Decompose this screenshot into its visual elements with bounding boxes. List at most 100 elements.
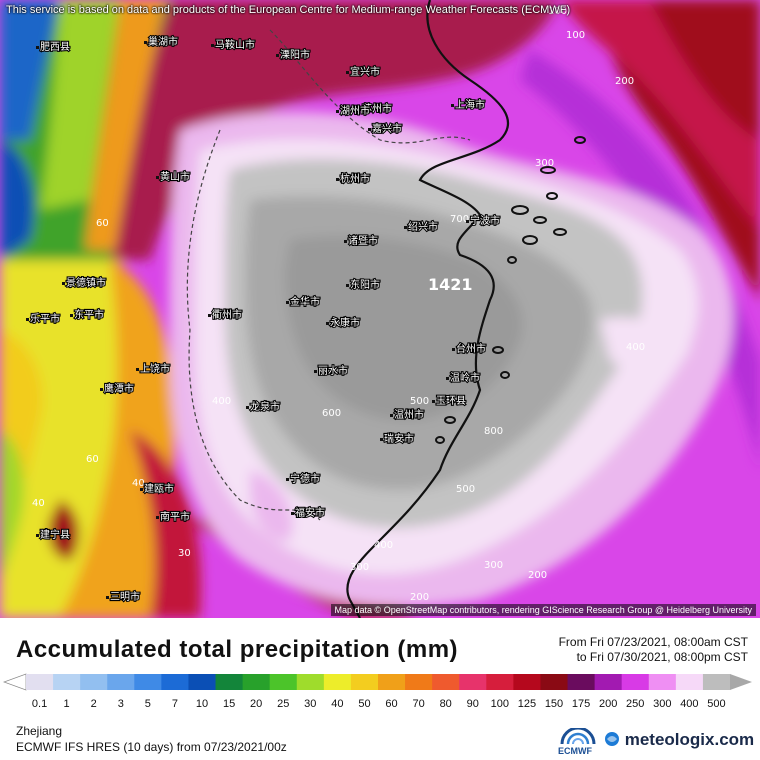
contour-label: 60 <box>96 218 109 229</box>
place-marker <box>432 400 435 403</box>
legend-swatch <box>513 674 541 690</box>
place-label: 诸暨市 <box>348 234 378 247</box>
ecmwf-notice: This service is based on data and produc… <box>6 4 571 16</box>
contour-label: 600 <box>322 408 341 419</box>
legend-swatch <box>188 674 217 690</box>
place-label: 玉环县 <box>436 395 466 407</box>
contour-label: 300 <box>535 158 554 169</box>
place-marker <box>344 240 347 243</box>
legend-swatch <box>80 674 108 690</box>
ecmwf-logo-text: ECMWF <box>558 746 592 756</box>
place-label: 杭州市 <box>340 172 370 185</box>
legend-tick-label: 0.1 <box>32 698 47 710</box>
contour-label: 40 <box>132 478 145 489</box>
place-marker <box>26 318 29 321</box>
place-label: 龙泉市 <box>250 400 280 413</box>
place-label: 宁德市 <box>290 472 320 485</box>
place-marker <box>136 368 139 371</box>
coastline <box>346 0 510 618</box>
legend-arrow-high <box>730 674 752 690</box>
contour-label: 500 <box>456 484 475 495</box>
legend-swatch <box>296 674 325 690</box>
legend-swatch <box>378 674 406 690</box>
place-marker <box>62 282 65 285</box>
legend-swatch <box>702 674 731 690</box>
place-label: 嘉兴市 <box>372 122 402 135</box>
place-marker <box>451 104 454 107</box>
province-boundary <box>186 29 471 521</box>
place-marker <box>368 128 371 131</box>
place-label: 溧阳市 <box>280 48 310 61</box>
legend-tick-label: 1 <box>64 698 70 710</box>
legend-swatch <box>242 674 271 690</box>
place-label: 东平市 <box>74 308 104 321</box>
legend-tick-label: 40 <box>331 698 343 710</box>
legend-tick-label: 25 <box>277 698 289 710</box>
region-label: Zhejiang <box>16 724 63 738</box>
contour-label: 300 <box>484 560 503 571</box>
legend-swatch <box>26 674 54 690</box>
meteologix-globe-icon <box>605 732 619 746</box>
legend-swatch <box>675 674 704 690</box>
place-label: 乐平市 <box>30 312 60 325</box>
legend-tick-label: 80 <box>440 698 452 710</box>
place-label: 建瓯市 <box>144 482 174 495</box>
place-marker <box>404 226 407 229</box>
place-marker <box>36 46 39 49</box>
place-label: 衢州市 <box>212 308 242 321</box>
place-label: 上海市 <box>455 98 485 111</box>
place-marker <box>100 388 103 391</box>
legend-arrow-low <box>2 673 27 691</box>
place-marker <box>276 54 279 57</box>
place-label: 上饶市 <box>140 362 170 375</box>
map-credit[interactable]: Map data © OpenStreetMap contributors, r… <box>330 604 756 616</box>
contour-label: 400 <box>626 342 645 353</box>
legend-swatch <box>594 674 623 690</box>
legend-swatch <box>567 674 596 690</box>
contour-label: 40 <box>32 498 45 509</box>
ecmwf-logo[interactable]: ECMWF <box>558 726 598 758</box>
legend-tick-label: 2 <box>91 698 97 710</box>
precipitation-map[interactable]: 100 200 300 400 500 600 700 800 300 400 … <box>0 0 760 618</box>
place-label: 建宁县 <box>40 528 70 541</box>
legend-swatch <box>107 674 135 690</box>
legend-tick-label: 5 <box>145 698 151 710</box>
contour-label: 60 <box>86 454 99 465</box>
legend-tick-label: 60 <box>385 698 397 710</box>
place-label: 南平市 <box>160 510 190 523</box>
place-marker <box>36 534 39 537</box>
place-marker <box>156 176 159 179</box>
place-marker <box>140 488 143 491</box>
contour-label: 30 <box>178 548 191 559</box>
legend-labels: 0.1 1 2 3 5 7 10 15 20 25 30 40 50 60 70 80 90 100 125 150 1… <box>32 698 726 710</box>
place-marker <box>286 301 289 304</box>
map-canvas[interactable]: 100 200 300 400 500 600 700 800 300 400 … <box>0 0 760 618</box>
chart-title: Accumulated total precipitation (mm) <box>16 636 459 663</box>
period-from: From Fri 07/23/2021, 08:00am CST <box>558 635 748 649</box>
place-label: 瑞安市 <box>384 432 414 445</box>
place-marker <box>208 314 211 317</box>
place-marker <box>246 406 249 409</box>
contour-label: 100 <box>566 30 585 41</box>
legend-swatch <box>486 674 514 690</box>
place-marker <box>211 44 214 47</box>
legend-swatch <box>215 674 244 690</box>
place-label: 黄山市 <box>160 170 190 183</box>
legend-tick-label: 150 <box>545 698 563 710</box>
place-label: 绍兴市 <box>408 220 438 233</box>
place-marker <box>358 108 361 111</box>
place-marker <box>144 41 147 44</box>
legend-swatch <box>621 674 650 690</box>
precipitation-fields <box>0 0 760 618</box>
legend-tick-label: 20 <box>250 698 262 710</box>
place-label: 景德镇市 <box>66 276 106 289</box>
place-marker <box>326 322 329 325</box>
meteologix-logo[interactable]: meteologix.com <box>604 730 754 750</box>
place-label: 东阳市 <box>350 278 380 291</box>
place-label: 肥西县 <box>40 41 70 53</box>
place-label: 福安市 <box>295 506 325 519</box>
legend-tick-label: 10 <box>196 698 208 710</box>
place-marker <box>390 414 393 417</box>
place-marker <box>452 348 455 351</box>
contour-label: 200 <box>410 592 429 603</box>
